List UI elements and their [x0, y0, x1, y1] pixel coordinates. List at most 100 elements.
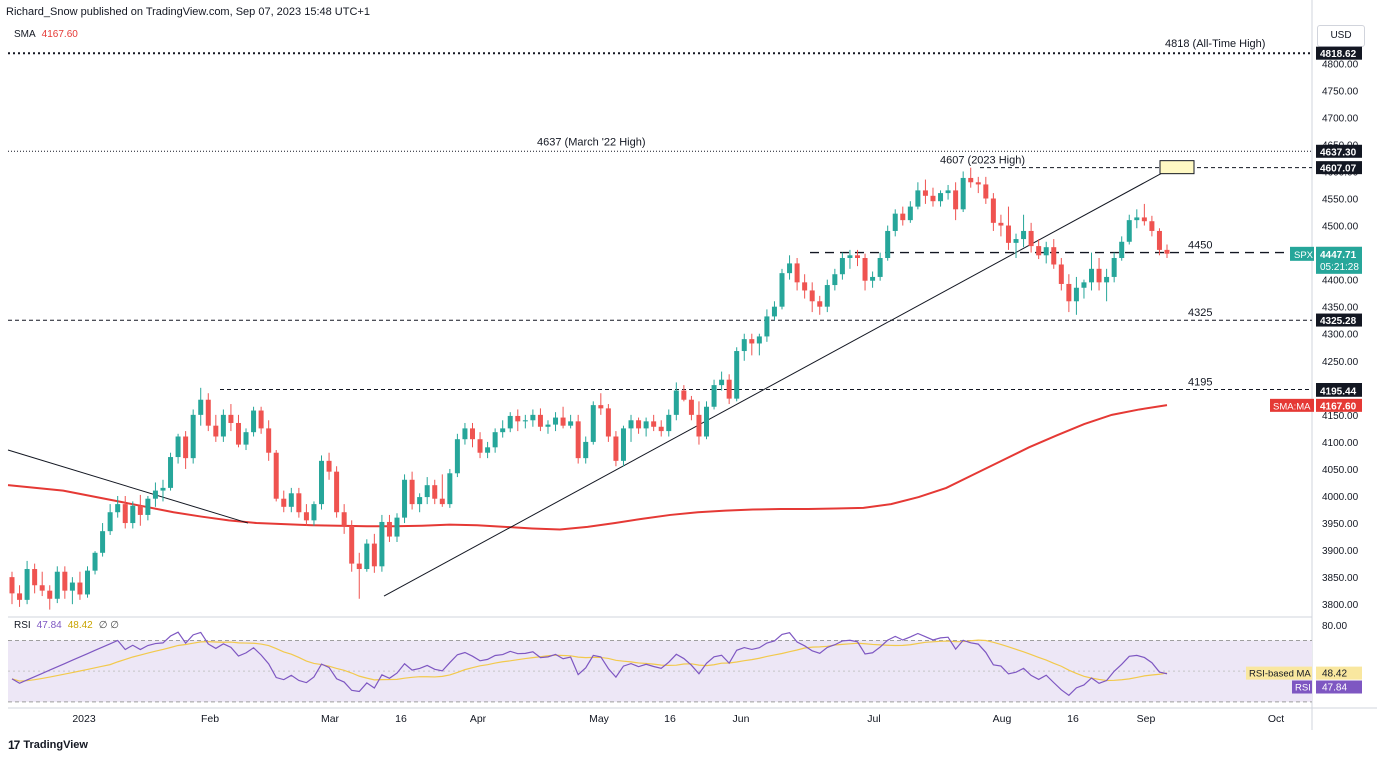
- candle: [9, 571, 15, 605]
- candle: [77, 571, 83, 600]
- candle: [968, 167, 974, 188]
- candle-body: [107, 512, 113, 532]
- price-tick-label: 4550.00: [1322, 195, 1359, 206]
- candle-body: [1058, 264, 1064, 284]
- candle-body: [553, 417, 559, 425]
- candle-body: [704, 406, 710, 437]
- candle-body: [92, 552, 98, 571]
- sma-legend[interactable]: SMA 4167.60: [14, 29, 78, 40]
- candle: [983, 176, 989, 204]
- candle: [794, 258, 800, 291]
- candle: [613, 431, 619, 467]
- candle: [160, 479, 166, 502]
- currency-button[interactable]: USD: [1317, 25, 1365, 47]
- candle: [492, 428, 498, 453]
- time-tick-label: Oct: [1268, 713, 1284, 725]
- candle: [1036, 239, 1042, 260]
- candle: [402, 474, 408, 524]
- candle-body: [386, 521, 392, 537]
- candle: [288, 487, 294, 513]
- candle-body: [424, 485, 430, 498]
- candle: [190, 409, 196, 464]
- candle: [1066, 274, 1072, 313]
- price-tag-box: [1316, 398, 1362, 412]
- candle-body: [620, 428, 626, 461]
- level-label: 4607 (2023 High): [940, 155, 1025, 167]
- candle: [522, 414, 528, 429]
- candle-body: [84, 570, 90, 595]
- tradingview-footer[interactable]: 17 TradingView: [8, 738, 88, 752]
- candle-body: [409, 479, 415, 505]
- candle: [696, 401, 702, 445]
- candle-body: [462, 428, 468, 440]
- candle-body: [847, 255, 853, 258]
- candle: [198, 387, 204, 426]
- candle-body: [205, 399, 211, 426]
- candle: [651, 414, 657, 432]
- candle: [243, 428, 249, 451]
- rsi-ma-line: [11, 639, 1168, 682]
- candle: [84, 566, 90, 598]
- price-tick-label: 4750.00: [1322, 86, 1359, 97]
- candle: [922, 179, 928, 204]
- candle: [477, 432, 483, 459]
- price-tick-label: 4300.00: [1322, 330, 1359, 341]
- price-tag-box: [1316, 383, 1362, 397]
- candle-body: [734, 351, 740, 399]
- candle: [424, 477, 430, 505]
- candle-body: [168, 457, 174, 488]
- candle: [122, 496, 128, 529]
- candle: [1081, 279, 1087, 299]
- candle-body: [198, 399, 204, 415]
- candle: [658, 420, 664, 437]
- candle: [311, 501, 317, 526]
- candle-body: [371, 543, 377, 567]
- candle-body: [522, 420, 528, 422]
- candle: [530, 409, 536, 427]
- candle: [726, 374, 732, 405]
- candle-body: [719, 379, 725, 386]
- candle-body: [1164, 249, 1170, 254]
- candle: [145, 496, 151, 521]
- candle: [1126, 214, 1132, 245]
- candle: [168, 452, 174, 491]
- candle-body: [243, 432, 249, 445]
- candle: [32, 563, 38, 594]
- candle: [870, 271, 876, 288]
- price-tick-label: 4100.00: [1322, 438, 1359, 449]
- level-label: 4195: [1188, 377, 1212, 389]
- rsi-line: [11, 631, 1168, 697]
- rsi-legend[interactable]: RSI 47.84 48.42 ∅ ∅: [14, 620, 119, 631]
- candle: [620, 425, 626, 467]
- candle: [1005, 206, 1011, 250]
- tradingview-logo-icon: 17: [8, 738, 20, 752]
- candle: [756, 333, 762, 356]
- time-tick-label: Feb: [201, 713, 219, 725]
- rsi-legend-label: RSI: [14, 620, 31, 631]
- price-tag-box: [1316, 144, 1362, 158]
- price-tick-label: 4050.00: [1322, 465, 1359, 476]
- candle: [24, 560, 30, 605]
- candle-body: [583, 441, 589, 459]
- candle-body: [922, 190, 928, 196]
- candle: [854, 249, 860, 267]
- candle-body: [507, 415, 513, 429]
- candle-body: [885, 230, 891, 258]
- candle: [447, 468, 453, 508]
- candle: [1089, 252, 1095, 291]
- candle-body: [417, 497, 423, 505]
- candle-body: [24, 569, 30, 600]
- candle-body: [794, 263, 800, 283]
- candle-body: [915, 190, 921, 207]
- candle: [1134, 209, 1140, 229]
- rsi-ma-tag-box: [1246, 666, 1312, 680]
- candle-body: [356, 563, 362, 570]
- price-tag-label: 4325.28: [1320, 316, 1357, 327]
- time-tick-label: Sep: [1137, 713, 1156, 725]
- candle-body: [190, 414, 196, 459]
- candle: [1164, 244, 1170, 258]
- candle-body: [545, 424, 551, 427]
- candle-body: [1119, 241, 1125, 258]
- spx-tag: SPX: [1294, 250, 1314, 261]
